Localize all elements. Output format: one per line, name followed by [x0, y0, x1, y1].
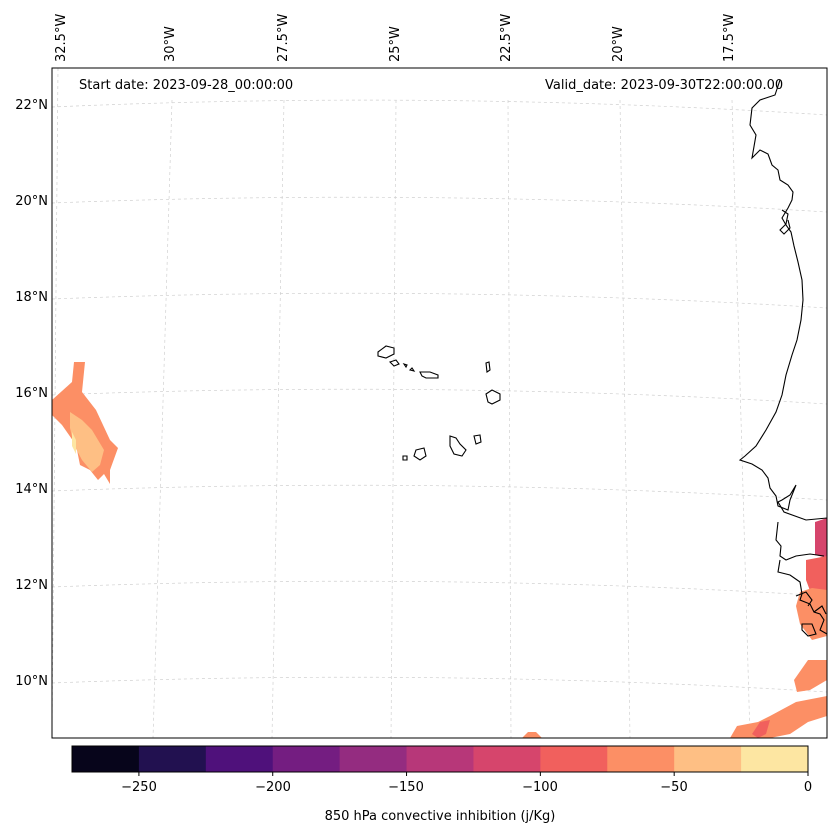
map-frame [51, 67, 828, 739]
valid-date-label: Valid_date: 2023-09-30T22:00:00.00 [545, 78, 784, 93]
meridian-27-5w [271, 99, 285, 739]
island-sal [485, 361, 491, 373]
colorbar-label: 850 hPa convective inhibition (j/Kg) [324, 809, 556, 824]
cin-patch-east-orange [796, 588, 827, 640]
colorbar-tick-label: −250 [121, 780, 157, 795]
cin-patch-west-inner [70, 412, 104, 472]
cin-patch-south-small [522, 732, 542, 738]
lon-label: 22.5°W [499, 13, 514, 62]
island-santo-antao [377, 345, 395, 359]
africa-coastline [738, 79, 828, 521]
start-date-label: Start date: 2023-09-28_00:00:00 [79, 78, 294, 93]
colorbar-tick-label: −50 [660, 780, 688, 795]
graticule [51, 67, 828, 739]
parallel-20n [51, 196, 828, 213]
coast-guinea-bissau [795, 591, 827, 637]
colorbar-tick-label: −100 [522, 780, 558, 795]
lat-label: 14°N [15, 482, 48, 497]
island-brava [402, 455, 408, 461]
lat-label: 18°N [15, 290, 48, 305]
cin-patch-south-red [752, 720, 770, 738]
lon-label: 27.5°W [276, 13, 291, 62]
cin-patch-east-magenta [815, 518, 827, 558]
meridian-22-5w [507, 99, 512, 739]
meridian-32-5w [51, 67, 59, 739]
lat-label: 16°N [15, 386, 48, 401]
island-santiago [449, 435, 467, 457]
lon-label: 32.5°W [54, 13, 69, 62]
lon-label: 17.5°W [722, 13, 737, 62]
lat-label: 10°N [15, 674, 48, 689]
lon-label: 20°W [611, 26, 626, 62]
island-maio [473, 434, 482, 445]
island-boa-vista [485, 389, 501, 405]
island-fogo [413, 447, 427, 461]
colorbar-tick-label: 0 [803, 780, 813, 795]
cin-patches [52, 362, 827, 738]
coastlines [738, 79, 828, 637]
colorbar-tick-label: −200 [255, 780, 291, 795]
coast-senegal-gambia [775, 521, 828, 635]
meridian-25w [390, 99, 397, 739]
lon-label: 25°W [388, 26, 403, 62]
island-santa-luzia [402, 362, 408, 369]
parallel-14n [51, 484, 828, 501]
island-sao-nicolau [408, 367, 439, 379]
lat-label: 22°N [15, 98, 48, 113]
cin-patch-southeast [794, 660, 827, 692]
lat-label: 20°N [15, 194, 48, 209]
coast-island-mauritania [779, 209, 791, 235]
meridian-17-5w [731, 99, 751, 739]
meridian-30w [152, 99, 173, 739]
colorbar-tick-label: −150 [388, 780, 424, 795]
parallel-22n [51, 99, 828, 116]
cin-patch-south-1 [730, 696, 827, 738]
lat-label: 12°N [15, 578, 48, 593]
parallel-18n [51, 292, 828, 309]
island-sao-vicente [388, 359, 400, 367]
cin-patch-west-core [72, 432, 76, 454]
lon-label: 30°W [163, 26, 178, 62]
meridian-20w [619, 99, 631, 739]
cape-verde-islands [377, 345, 501, 461]
parallel-10n [51, 676, 828, 693]
parallel-16n [51, 388, 828, 405]
parallel-12n [51, 580, 828, 597]
